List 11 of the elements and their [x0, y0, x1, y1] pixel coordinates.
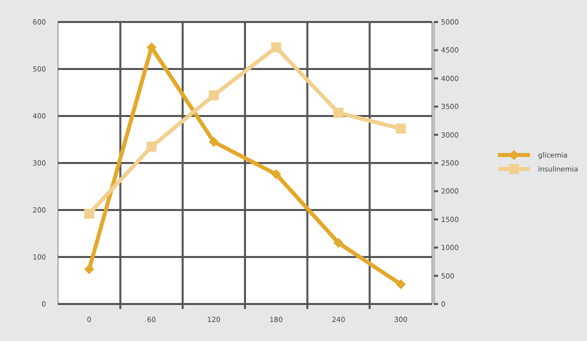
point: [146, 142, 156, 152]
point: [396, 124, 406, 134]
point: [271, 169, 282, 180]
point: [271, 42, 282, 52]
point: [334, 238, 344, 248]
point: [84, 264, 94, 274]
point: [84, 208, 94, 219]
point: [208, 136, 219, 147]
point: [334, 108, 344, 118]
point: [396, 279, 406, 290]
point: [208, 90, 219, 100]
